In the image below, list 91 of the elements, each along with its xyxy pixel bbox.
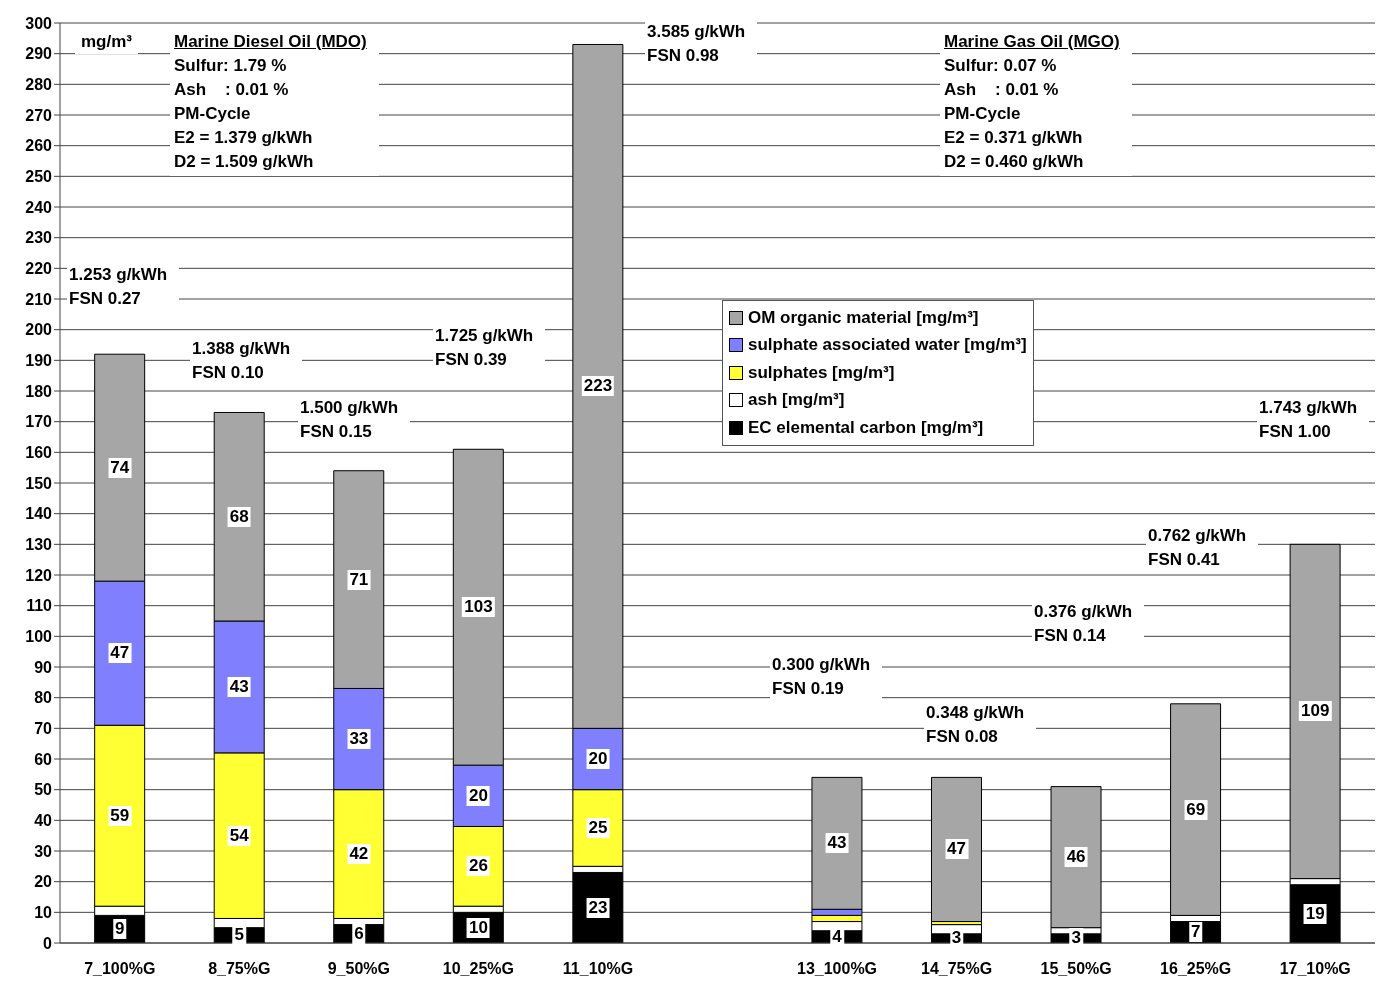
- y-tick-label: 290: [25, 45, 53, 63]
- annotation: Marine Gas Oil (MGO) Sulfur: 0.07 % Ash : 0.01 % PM-Cycle E2 = 0.371 g/kWh D2 = 0.460 g/kWh: [944, 31, 1120, 173]
- y-tick-label: 200: [25, 321, 53, 339]
- y-tick-label: 240: [25, 198, 53, 216]
- y-tick-label: 80: [34, 689, 53, 707]
- annotation: 3.585 g/kWh FSN 0.98: [647, 21, 746, 67]
- data-label: 223: [581, 376, 615, 397]
- y-tick-label: 130: [25, 536, 53, 554]
- data-label: 25: [586, 818, 610, 838]
- data-label: 4: [830, 926, 844, 947]
- data-label: 43: [227, 676, 251, 697]
- annotation: 0.300 g/kWh FSN 0.19: [772, 654, 871, 700]
- data-label: 19: [1303, 903, 1327, 924]
- data-label: 103: [462, 597, 495, 618]
- data-label: 26: [466, 856, 490, 877]
- data-label: 23: [586, 897, 610, 918]
- y-tick-label: 270: [25, 106, 53, 124]
- y-axis-title: mg/m³: [75, 30, 138, 54]
- data-label: 54: [227, 825, 251, 846]
- y-tick-label: 50: [34, 781, 53, 799]
- x-tick-label: 17_10%G: [1279, 960, 1351, 978]
- y-tick-label: 220: [25, 260, 53, 278]
- y-tick-label: 300: [25, 14, 53, 32]
- x-tick-label: 8_75%G: [208, 960, 271, 978]
- data-label: 20: [466, 785, 490, 806]
- bar: [572, 871, 624, 943]
- y-tick-label: 150: [25, 474, 53, 492]
- annotation: 0.376 g/kWh FSN 0.14: [1034, 601, 1133, 647]
- y-tick-label: 260: [25, 137, 53, 155]
- y-tick-label: 100: [25, 628, 53, 646]
- y-tick-label: 280: [25, 76, 53, 94]
- legend-label: sulphates [mg/m³]: [748, 362, 895, 383]
- data-label: 20: [586, 749, 610, 769]
- y-tick-label: 40: [34, 812, 53, 830]
- y-tick-label: 90: [34, 658, 53, 676]
- y-tick-label: 230: [25, 229, 53, 247]
- annotation: 1.253 g/kWh FSN 0.27: [69, 264, 168, 310]
- annotation: Marine Diesel Oil (MDO) Sulfur: 1.79 % Ash : 0.01 % PM-Cycle E2 = 1.379 g/kWh D2 = 1.509 g/kWh: [174, 31, 367, 173]
- legend-label: sulphate associated water [mg/m³]: [748, 335, 1027, 356]
- data-label: 42: [347, 844, 371, 865]
- y-tick-label: 10: [34, 904, 53, 922]
- legend-label: OM organic material [mg/m³]: [748, 307, 979, 328]
- legend-label: ash [mg/m³]: [748, 390, 845, 411]
- data-label: 71: [347, 569, 371, 590]
- y-tick-label: 30: [34, 842, 53, 860]
- y-tick-label: 0: [43, 934, 53, 952]
- data-label: 46: [1064, 847, 1088, 868]
- x-tick-label: 16_25%G: [1160, 960, 1232, 978]
- y-tick-label: 160: [25, 444, 53, 462]
- y-tick-label: 60: [34, 750, 53, 768]
- y-tick-label: 140: [25, 505, 53, 523]
- data-label: 9: [113, 919, 127, 940]
- data-label: 68: [227, 506, 251, 527]
- data-label: 74: [108, 457, 132, 478]
- annotation: 0.762 g/kWh FSN 0.41: [1148, 525, 1247, 571]
- y-tick-label: 250: [25, 168, 53, 186]
- y-tick-label: 210: [25, 290, 53, 308]
- legend-label: EC elemental carbon [mg/m³]: [748, 417, 984, 438]
- x-tick-label: 10_25%G: [442, 960, 514, 978]
- data-label: 59: [108, 805, 132, 826]
- x-tick-label: 15_50%G: [1040, 960, 1112, 978]
- annotation: 1.388 g/kWh FSN 0.10: [192, 338, 291, 384]
- x-tick-label: 14_75%G: [921, 960, 993, 978]
- annotation: 1.500 g/kWh FSN 0.15: [300, 397, 399, 443]
- data-label: 3: [1069, 928, 1083, 949]
- y-tick-label: 170: [25, 413, 53, 431]
- x-tick-label: 11_10%G: [562, 960, 634, 978]
- data-label: 47: [108, 643, 132, 664]
- y-tick-label: 20: [34, 873, 53, 891]
- data-label: 7: [1188, 922, 1203, 943]
- x-tick-label: 9_50%G: [327, 960, 390, 978]
- data-label: 10: [466, 917, 490, 938]
- y-tick-label: 110: [26, 597, 53, 615]
- y-tick-label: 70: [34, 720, 53, 738]
- data-label: 109: [1299, 701, 1332, 722]
- data-label: 5: [232, 925, 247, 946]
- annotation: 1.743 g/kWh FSN 1.00: [1259, 397, 1358, 443]
- x-tick-label: 7_100%G: [84, 960, 156, 978]
- data-label: 43: [825, 833, 849, 854]
- bar: [930, 776, 982, 923]
- data-label: 69: [1184, 799, 1208, 820]
- y-tick-label: 180: [25, 382, 53, 400]
- x-tick-label: 13_100%G: [797, 960, 878, 978]
- annotation: 0.348 g/kWh FSN 0.08: [926, 702, 1025, 748]
- data-label: 6: [352, 923, 366, 944]
- data-label: 33: [347, 729, 371, 750]
- data-label: 47: [945, 839, 969, 860]
- y-tick-label: 120: [25, 566, 53, 584]
- data-label: 3: [949, 928, 964, 949]
- y-tick-label: 190: [25, 352, 53, 370]
- annotation: 1.725 g/kWh FSN 0.39: [435, 325, 534, 371]
